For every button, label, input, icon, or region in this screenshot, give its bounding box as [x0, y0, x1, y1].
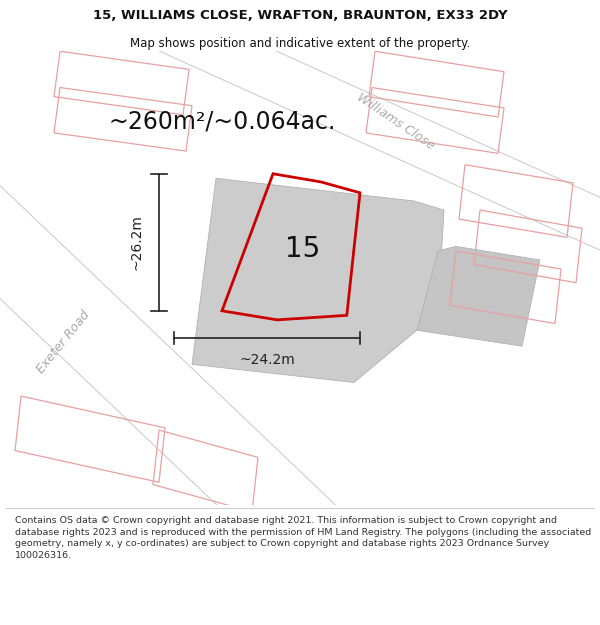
- Polygon shape: [192, 178, 444, 382]
- Text: Map shows position and indicative extent of the property.: Map shows position and indicative extent…: [130, 37, 470, 50]
- Polygon shape: [0, 174, 337, 549]
- Text: Contains OS data © Crown copyright and database right 2021. This information is : Contains OS data © Crown copyright and d…: [15, 516, 591, 560]
- Text: ~24.2m: ~24.2m: [239, 352, 295, 367]
- Text: 15: 15: [286, 234, 320, 262]
- Text: ~26.2m: ~26.2m: [129, 214, 143, 270]
- Text: Williams Close: Williams Close: [355, 91, 437, 152]
- Text: ~260m²/~0.064ac.: ~260m²/~0.064ac.: [109, 109, 335, 134]
- Polygon shape: [152, 9, 600, 257]
- Text: 15, WILLIAMS CLOSE, WRAFTON, BRAUNTON, EX33 2DY: 15, WILLIAMS CLOSE, WRAFTON, BRAUNTON, E…: [92, 9, 508, 22]
- Text: Exeter Road: Exeter Road: [34, 308, 92, 376]
- Polygon shape: [417, 246, 540, 346]
